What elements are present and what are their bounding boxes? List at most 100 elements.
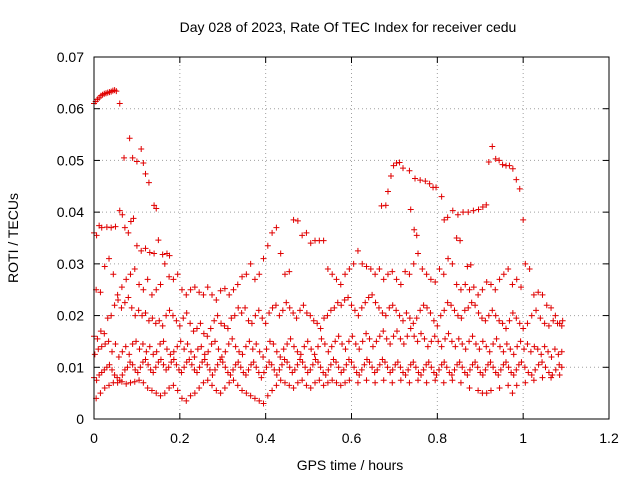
- data-point: [136, 346, 143, 353]
- data-point: [443, 364, 450, 371]
- data-point: [284, 341, 291, 348]
- data-point: [453, 281, 460, 288]
- data-point: [230, 366, 237, 373]
- data-point: [518, 359, 525, 366]
- data-point: [273, 372, 280, 379]
- data-point: [335, 364, 342, 371]
- data-point: [496, 276, 503, 283]
- data-point: [320, 382, 327, 389]
- data-point: [299, 232, 306, 239]
- data-point: [376, 266, 383, 273]
- data-point: [441, 359, 448, 366]
- data-point: [436, 266, 443, 273]
- data-point: [300, 302, 307, 309]
- data-point: [249, 346, 256, 353]
- data-point: [508, 369, 515, 376]
- data-point: [205, 348, 212, 355]
- data-point: [387, 172, 394, 179]
- data-point: [187, 348, 194, 355]
- data-point: [521, 364, 528, 371]
- data-point: [530, 291, 537, 298]
- data-point: [442, 335, 449, 342]
- data-point: [532, 366, 539, 373]
- data-point: [383, 335, 390, 342]
- series-mid-band: [93, 216, 566, 327]
- data-point: [400, 341, 407, 348]
- data-point: [514, 343, 521, 350]
- data-point: [324, 379, 331, 386]
- data-point: [175, 366, 182, 373]
- data-point: [406, 315, 413, 322]
- data-point: [466, 338, 473, 345]
- data-point: [404, 333, 411, 340]
- data-point: [232, 343, 239, 350]
- data-point: [106, 255, 113, 262]
- data-point: [174, 271, 181, 278]
- data-point: [246, 338, 253, 345]
- data-point: [384, 188, 391, 195]
- data-point: [303, 309, 310, 316]
- data-point: [119, 372, 126, 379]
- data-point: [118, 378, 125, 385]
- data-point: [513, 382, 520, 389]
- data-point: [441, 216, 448, 223]
- data-point: [369, 291, 376, 298]
- data-point: [320, 237, 327, 244]
- data-point: [468, 299, 475, 306]
- data-point: [157, 281, 164, 288]
- data-point: [148, 387, 155, 394]
- data-point: [451, 366, 458, 373]
- data-point: [127, 359, 134, 366]
- data-point: [252, 312, 259, 319]
- data-point: [214, 361, 221, 368]
- data-point: [381, 359, 388, 366]
- data-point: [462, 281, 469, 288]
- data-point: [335, 333, 342, 340]
- data-point: [445, 255, 452, 262]
- data-point: [354, 379, 361, 386]
- data-point: [530, 377, 537, 384]
- data-point: [521, 346, 528, 353]
- data-point: [247, 392, 254, 399]
- data-point: [487, 387, 494, 394]
- data-point: [387, 341, 394, 348]
- data-point: [374, 366, 381, 373]
- data-point: [178, 395, 185, 402]
- data-point: [349, 333, 356, 340]
- axis-ticks: 0 0.2 0.4 0.6 0.8 1 1.2 0 0.01 0.02 0.03 0.04 0.05 0.…: [57, 49, 619, 446]
- data-point: [334, 299, 341, 306]
- data-point: [135, 307, 142, 314]
- data-point: [449, 207, 456, 214]
- data-point: [294, 361, 301, 368]
- data-point: [133, 158, 140, 165]
- data-point: [229, 335, 236, 342]
- data-point: [143, 348, 150, 355]
- data-point: [290, 216, 297, 223]
- data-point: [438, 193, 445, 200]
- data-point: [266, 309, 273, 316]
- data-point: [200, 330, 207, 337]
- series-band-upper: [91, 291, 565, 342]
- data-point: [505, 382, 512, 389]
- data-point: [418, 330, 425, 337]
- data-point: [196, 289, 203, 296]
- data-point: [432, 377, 439, 384]
- data-point: [126, 135, 133, 142]
- data-point: [108, 224, 115, 231]
- data-point: [236, 348, 243, 355]
- data-point: [505, 266, 512, 273]
- data-point: [201, 356, 208, 363]
- data-point: [537, 315, 544, 322]
- data-point: [513, 366, 520, 373]
- data-point: [500, 271, 507, 278]
- data-point: [321, 315, 328, 322]
- data-point: [410, 359, 417, 366]
- data-point: [183, 291, 190, 298]
- data-point: [248, 320, 255, 327]
- data-point: [98, 369, 105, 376]
- data-point: [329, 377, 336, 384]
- data-point: [294, 379, 301, 386]
- data-point: [545, 322, 552, 329]
- data-point: [490, 364, 497, 371]
- data-point: [492, 155, 499, 162]
